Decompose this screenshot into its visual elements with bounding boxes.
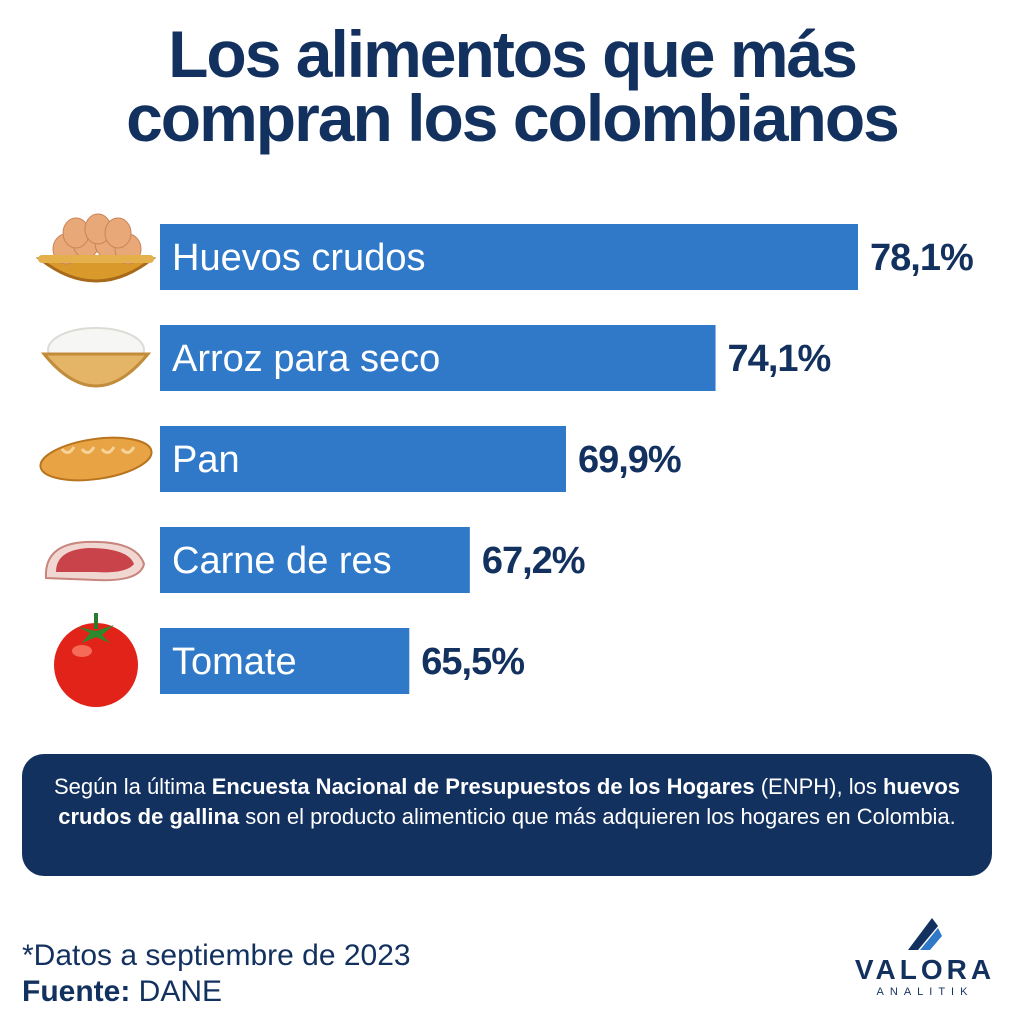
note-bold-product: huevos crudos de gallina [58,774,960,829]
note-text-3: son el producto alimenticio que más adqu… [239,804,956,829]
survey-note: Según la última Encuesta Nacional de Pre… [22,754,992,876]
value-label-0: 78,1% [870,237,973,279]
bar-chart: Huevos crudos 78,1% Arroz para seco 74,1% Pa… [35,213,974,707]
value-label-4: 65,5% [421,641,524,683]
source-line: Fuente: DANE [22,974,411,1010]
logo-subtitle: ANALITIK [876,986,974,998]
bar-label-3: Carne de res [172,540,392,582]
note-bold-survey-name: Encuesta Nacional de Presupuestos de los… [211,774,755,799]
bar-4 [160,628,410,694]
bar-label-2: Pan [172,439,240,481]
bar-1 [160,325,716,391]
chart-title-line2: compran los colombianos [126,81,900,155]
bar-label-4: Tomate [172,641,297,683]
logo-word: VALORA [854,954,996,985]
rice-bowl-icon [40,327,152,388]
egg-basket-icon [35,213,157,283]
bar-label-0: Huevos crudos [172,237,425,279]
chart-title-line1: Los alimentos que más [168,17,858,91]
valora-logo: VALORA ANALITIK [850,914,1000,1004]
beef-icon [44,540,146,582]
tomato-icon [54,613,138,707]
source-value: DANE [130,975,223,1008]
bar-3 [160,527,470,593]
note-text-2: (ENPH), los [754,774,883,799]
value-label-1: 74,1% [728,338,831,380]
bar-2 [160,426,566,492]
bar-0 [160,224,858,290]
bar-label-1: Arroz para seco [172,338,440,380]
value-label-2: 69,9% [578,439,681,481]
footer: *Datos a septiembre de 2023 Fuente: DANE [22,938,411,1010]
chart-title: Los alimentos que más compran los colomb… [0,17,1024,155]
logo-mark-icon [908,918,942,950]
date-note: *Datos a septiembre de 2023 [22,939,411,972]
note-text-1: Según la última [53,774,212,799]
bread-icon [39,436,153,482]
source-label: Fuente: [22,975,131,1008]
value-label-3: 67,2% [482,540,585,582]
